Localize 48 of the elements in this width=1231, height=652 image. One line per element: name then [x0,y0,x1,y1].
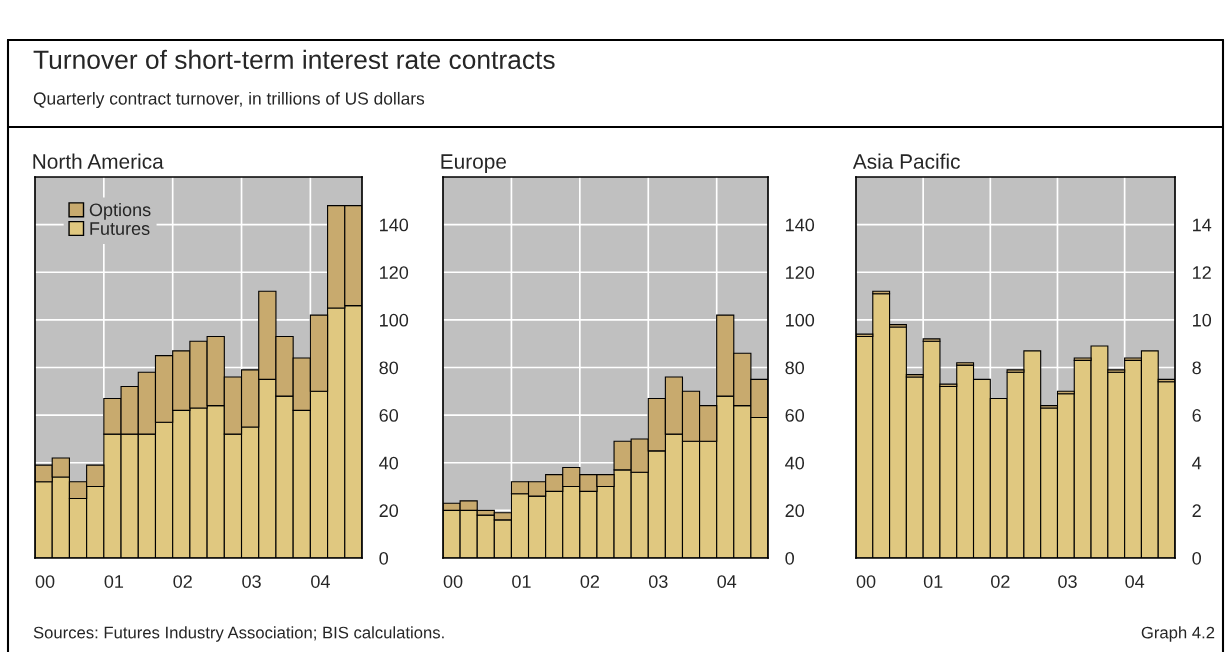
y-tick-label: 100 [786,313,815,327]
y-tick-label: 120 [786,266,815,279]
y-tick-label: 0 [1192,551,1201,565]
x-tick-label: 04 [311,575,330,588]
x-tick-label: 01 [512,575,531,588]
y-tick-label: 0 [379,551,388,565]
y-tick-label: 14 [1193,218,1212,232]
x-tick-label: 02 [580,575,600,588]
y-tick-label: 60 [379,409,399,422]
x-tick-label: 03 [242,575,261,588]
legend-label: Futures [90,222,150,235]
text: Quarterly contract turnover, in trillions of US dollars [33,91,425,109]
y-tick-label: 4 [1192,456,1202,470]
y-tick-label: 40 [379,456,399,470]
y-tick-label: 140 [786,218,815,232]
y-tick-label: 120 [380,266,409,279]
y-tick-label: 8 [1192,361,1201,375]
y-tick-label: 2 [1192,504,1201,517]
x-tick-label: 04 [717,575,737,588]
caption: Graph 4.2 [1141,626,1215,642]
y-tick-label: 60 [785,409,805,422]
x-tick-label: 00 [856,575,876,588]
x-tick-label: 03 [1058,575,1077,588]
x-tick-label: 04 [1125,575,1145,588]
y-tick-label: 140 [380,218,409,232]
text: Turnover of short-term interest rate contracts [33,49,555,70]
legend-label: Options [89,202,151,220]
y-tick-label: 80 [379,361,399,375]
y-tick-label: 12 [1193,266,1211,279]
y-tick-label: 20 [785,504,805,518]
x-tick-label: 01 [923,575,943,588]
chart-title: Asia Pacific [852,153,960,169]
x-tick-label: 02 [991,575,1010,588]
y-tick-label: 80 [785,361,805,375]
x-tick-label: 00 [443,575,463,588]
y-tick-label: 100 [380,313,409,327]
y-tick-label: 6 [1192,409,1201,422]
y-tick-label: 10 [1193,313,1212,327]
y-tick-label: 20 [379,504,399,518]
x-tick-label: 03 [648,575,668,588]
chart-title: North America [33,153,164,169]
source-note: Sources: Futures Industry Association; BIS calculations. [33,626,444,642]
y-tick-label: 40 [785,456,805,470]
chart-title: Europe [441,154,506,173]
y-tick-label: 0 [785,551,794,565]
x-tick-label: 01 [104,575,124,588]
x-tick-label: 00 [35,575,55,588]
x-tick-label: 02 [173,575,192,588]
